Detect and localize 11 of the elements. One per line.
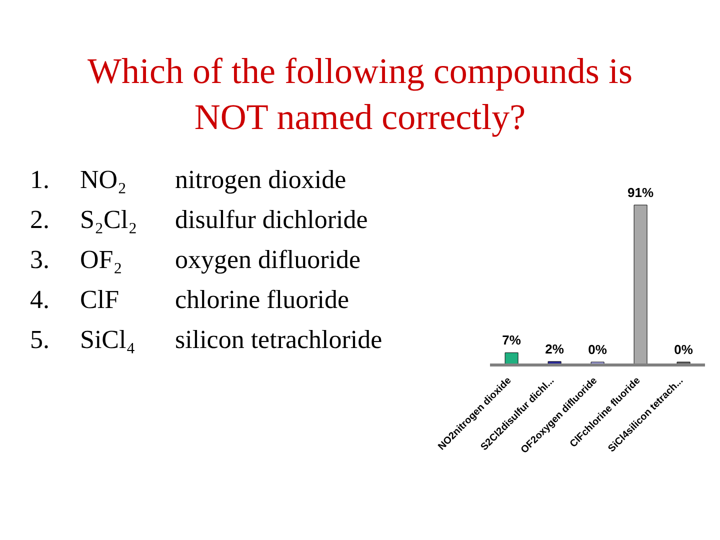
data-label: 7% bbox=[502, 332, 522, 348]
data-label: 2% bbox=[545, 341, 564, 356]
text: 4. ClF chlorine fluoride bbox=[30, 285, 349, 314]
text: 5. SiCl₄ silicon tetrachloride bbox=[30, 325, 382, 354]
data-label: 0% bbox=[588, 342, 608, 357]
data-label: 91% bbox=[628, 185, 654, 200]
chart-title: Which of the following compounds is NOT named correctly? bbox=[86, 50, 634, 139]
text: 2. S₂Cl₂ disulfur dichloride bbox=[30, 205, 368, 234]
data-label: 0% bbox=[674, 342, 694, 357]
text: 1. NO₂ nitrogen dioxide bbox=[30, 165, 346, 194]
text: 3. OF₂ oxygen difluoride bbox=[30, 245, 361, 274]
